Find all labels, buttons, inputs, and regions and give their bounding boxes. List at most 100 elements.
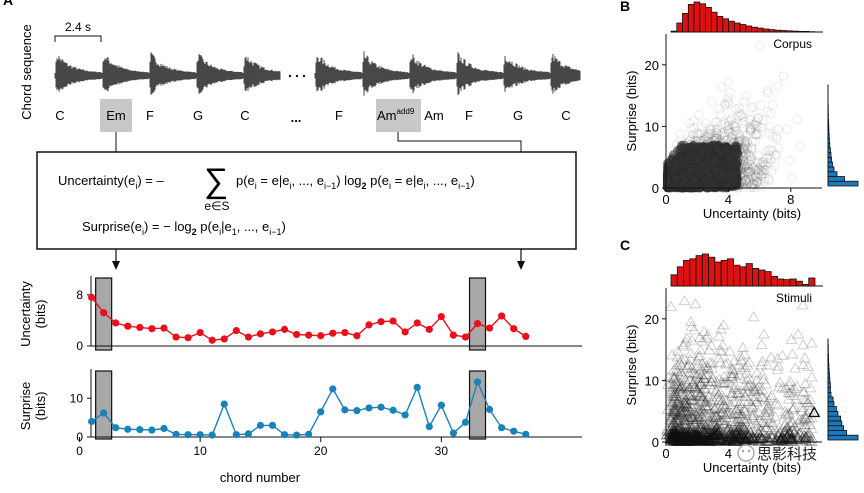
scatter-point xyxy=(716,129,727,140)
scatter-point xyxy=(745,176,755,186)
scatter-point xyxy=(724,426,737,437)
scatter-point xyxy=(733,142,743,152)
data-point xyxy=(100,309,108,317)
scatter-point xyxy=(723,77,733,87)
scatter-point xyxy=(712,124,723,134)
scatter-point xyxy=(753,113,763,124)
scatter-point xyxy=(712,128,722,138)
scatter-point xyxy=(763,174,774,185)
scatter-point xyxy=(691,427,704,438)
scatter-point xyxy=(675,435,688,446)
scatter-point xyxy=(692,133,703,143)
right-hist-bar xyxy=(827,415,842,422)
scatter-point xyxy=(714,435,727,446)
scatter-point xyxy=(693,433,706,444)
scatter-point xyxy=(758,165,768,176)
arrow-amadd9 xyxy=(517,249,525,270)
scatter-point xyxy=(670,423,683,434)
scatter-point xyxy=(767,146,777,156)
scatter-point xyxy=(731,126,741,136)
scatter-point xyxy=(748,102,759,112)
scatter-point xyxy=(668,428,681,440)
line-plots: 08Uncertainty(bits)010Surprise(bits)0102… xyxy=(18,276,582,485)
top-hist-bar xyxy=(726,258,734,287)
scatter-point xyxy=(744,114,754,125)
right-hist-bar xyxy=(827,391,832,398)
scatter-point xyxy=(726,432,739,444)
scatter-point xyxy=(675,381,688,392)
scatter-point xyxy=(728,159,738,169)
scatter-point xyxy=(745,123,755,133)
scatter-point xyxy=(762,153,772,164)
data-point xyxy=(293,330,301,339)
scatter-point xyxy=(680,418,693,429)
scatter-point xyxy=(751,420,764,431)
scatter-point xyxy=(785,155,795,166)
scatter-point xyxy=(723,93,733,103)
scatter-point xyxy=(725,127,736,138)
scatter-point xyxy=(661,425,674,436)
top-hist-bar xyxy=(791,30,799,33)
scatter-point xyxy=(679,404,692,415)
scatter-point xyxy=(736,144,746,154)
scatter-point xyxy=(737,386,750,397)
scatter-point xyxy=(775,433,788,444)
scatter-point xyxy=(661,378,674,389)
scatter-point xyxy=(714,130,724,140)
scatter-point xyxy=(720,434,733,445)
y-axis-label: Surprise (bits) xyxy=(624,71,639,152)
data-point xyxy=(498,312,506,320)
scatter-point xyxy=(738,123,749,133)
scatter-point xyxy=(751,165,761,176)
scatter-point xyxy=(701,361,714,372)
scatter-point xyxy=(737,119,747,129)
data-point xyxy=(473,378,482,386)
scatter-point xyxy=(747,161,758,171)
data-point xyxy=(522,430,530,438)
scatter-point xyxy=(694,130,704,140)
scatter-point xyxy=(679,427,692,438)
scatter-point xyxy=(736,409,749,421)
data-point xyxy=(256,421,265,429)
scatter-point xyxy=(708,429,721,440)
scatter-point xyxy=(803,434,816,445)
chord-label: F xyxy=(465,108,473,123)
chord-ellipsis: ... xyxy=(291,110,302,125)
scatter-point xyxy=(705,123,715,134)
chord-label: Am xyxy=(424,108,444,123)
scatter-point xyxy=(736,135,747,145)
scatter-point xyxy=(700,132,710,142)
scatter-point xyxy=(772,81,783,91)
scatter-point xyxy=(764,128,775,138)
scatter-point xyxy=(696,390,709,402)
scatter-point xyxy=(687,394,700,405)
scatter-point xyxy=(694,389,707,400)
chord-label: F xyxy=(335,108,343,123)
scatter-point xyxy=(676,434,689,445)
top-hist-bar xyxy=(722,18,729,33)
top-hist-bar xyxy=(689,258,697,287)
data-point xyxy=(100,409,108,417)
scatter-point xyxy=(797,339,810,350)
scatter-point xyxy=(728,435,741,446)
scatter-point xyxy=(701,434,714,445)
scatter-point xyxy=(678,295,691,306)
data-point xyxy=(280,431,289,439)
scatter-point xyxy=(740,135,750,146)
scatter-point xyxy=(734,103,744,113)
scatter-point xyxy=(712,425,725,436)
scatter-point xyxy=(743,166,753,177)
right-hist-bar xyxy=(827,161,833,168)
scatter-point xyxy=(693,418,706,429)
scatter-point xyxy=(757,166,767,177)
scatter-point xyxy=(670,428,683,439)
scatter-point xyxy=(741,177,752,187)
scatter-point xyxy=(668,401,681,412)
scatter-point xyxy=(699,135,709,145)
scatter-point xyxy=(690,433,703,445)
chord-label: G xyxy=(513,108,523,123)
right-hist-bar xyxy=(827,171,838,177)
series-line xyxy=(91,379,526,436)
panel-label-c: C xyxy=(620,237,630,253)
